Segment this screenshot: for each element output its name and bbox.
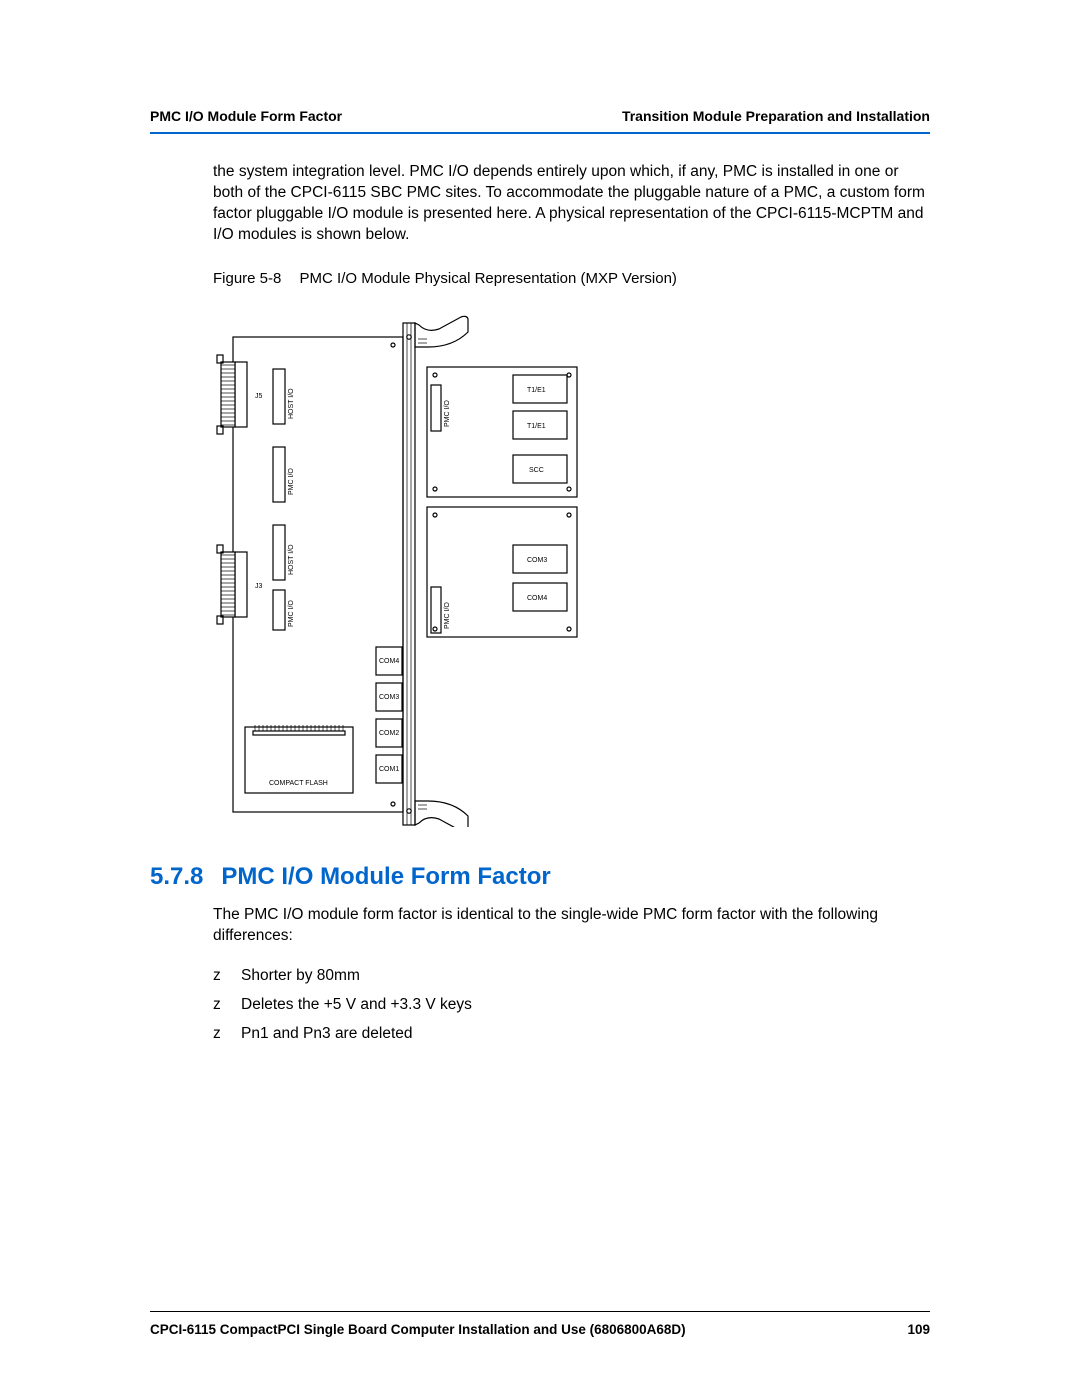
- label-pmc-io-2: PMC I/O: [288, 599, 295, 626]
- header-rule: [150, 132, 930, 134]
- bullet-list: z Shorter by 80mm z Deletes the +5 V and…: [213, 961, 930, 1049]
- figure-diagram: J5 J3 HOST I/O PMC I/O HOST I/O PMC I/O …: [213, 307, 930, 827]
- page-number: 109: [907, 1322, 930, 1337]
- label-com2: COM2: [379, 730, 399, 737]
- label-com4: COM4: [379, 658, 399, 665]
- footer-rule: [150, 1311, 930, 1312]
- label-com3: COM3: [379, 694, 399, 701]
- connector-j5: [217, 355, 247, 434]
- connector-j3: [217, 545, 247, 624]
- label-scc: SCC: [529, 467, 544, 474]
- section-heading: 5.7.8 PMC I/O Module Form Factor: [150, 863, 930, 891]
- board-diagram-svg: J5 J3 HOST I/O PMC I/O HOST I/O PMC I/O …: [213, 307, 583, 827]
- header-right: Transition Module Preparation and Instal…: [622, 108, 930, 124]
- ejector-top-icon: [415, 316, 468, 347]
- page-footer: CPCI-6115 CompactPCI Single Board Comput…: [150, 1311, 930, 1337]
- figure-title: PMC I/O Module Physical Representation (…: [300, 270, 677, 287]
- header-left: PMC I/O Module Form Factor: [150, 108, 342, 124]
- footer-text: CPCI-6115 CompactPCI Single Board Comput…: [150, 1322, 686, 1337]
- label-compact-flash: COMPACT FLASH: [269, 780, 328, 787]
- figure-number: Figure 5-8: [213, 270, 281, 287]
- label-j5: J5: [255, 393, 263, 400]
- section-title: PMC I/O Module Form Factor: [221, 863, 550, 890]
- bullet-text: Deletes the +5 V and +3.3 V keys: [241, 990, 472, 1019]
- intro-paragraph: the system integration level. PMC I/O de…: [213, 162, 930, 246]
- label-pmc-io-1: PMC I/O: [288, 467, 295, 494]
- bullet-char: z: [213, 961, 241, 990]
- label-com4-card: COM4: [527, 595, 547, 602]
- label-j3: J3: [255, 583, 263, 590]
- page-header: PMC I/O Module Form Factor Transition Mo…: [150, 108, 930, 124]
- section-body: The PMC I/O module form factor is identi…: [213, 905, 930, 947]
- bullet-text: Pn1 and Pn3 are deleted: [241, 1019, 413, 1048]
- label-t1e1-2: T1/E1: [527, 423, 546, 430]
- label-host-io-2: HOST I/O: [288, 544, 295, 575]
- ejector-bottom-icon: [415, 801, 468, 827]
- section-number: 5.7.8: [150, 863, 203, 890]
- label-host-io-1: HOST I/O: [288, 388, 295, 419]
- bullet-char: z: [213, 990, 241, 1019]
- list-item: z Deletes the +5 V and +3.3 V keys: [213, 990, 930, 1019]
- list-item: z Shorter by 80mm: [213, 961, 930, 990]
- list-item: z Pn1 and Pn3 are deleted: [213, 1019, 930, 1048]
- label-com1: COM1: [379, 766, 399, 773]
- label-t1e1-1: T1/E1: [527, 387, 546, 394]
- bullet-text: Shorter by 80mm: [241, 961, 360, 990]
- bullet-char: z: [213, 1019, 241, 1048]
- figure-caption: Figure 5-8 PMC I/O Module Physical Repre…: [213, 270, 930, 287]
- page-container: PMC I/O Module Form Factor Transition Mo…: [0, 0, 1080, 1397]
- label-com3-card: COM3: [527, 557, 547, 564]
- label-pmc-io-card1: PMC I/O: [444, 399, 451, 426]
- label-pmc-io-card2: PMC I/O: [444, 601, 451, 628]
